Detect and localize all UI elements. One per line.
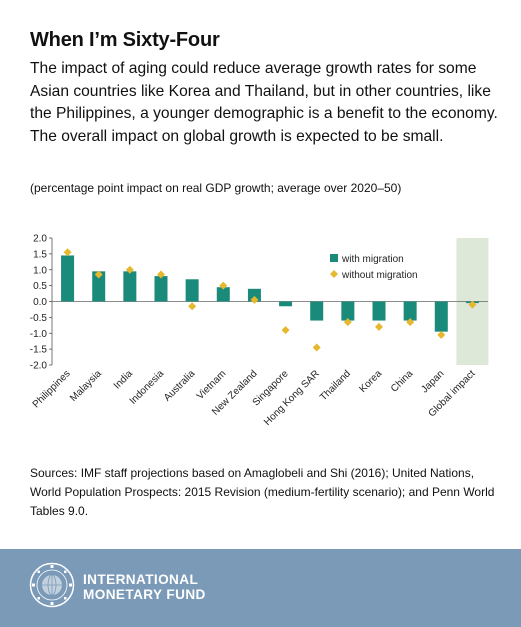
bar-new-zealand — [247, 288, 261, 302]
bar-china — [403, 301, 417, 321]
y-tick-label: 1.5 — [33, 249, 47, 260]
y-tick-label: 1.0 — [33, 265, 47, 276]
y-tick-label: -0.5 — [30, 313, 48, 324]
marker-philippines — [63, 248, 72, 257]
x-tick-label: Japan — [419, 368, 446, 395]
legend-label-with-migration: with migration — [341, 254, 404, 265]
x-tick-label: Thailand — [318, 368, 353, 403]
marker-indonesia — [157, 270, 165, 279]
marker-india — [125, 265, 134, 274]
y-tick-label: -1.5 — [30, 345, 48, 356]
bar-japan — [434, 301, 448, 332]
bar-india — [123, 271, 137, 302]
marker-hong-kong-sar — [312, 343, 321, 352]
org-name-line2: MONETARY FUND — [83, 587, 206, 602]
bar-singapore — [279, 301, 293, 307]
chart-units-note: (percentage point impact on real GDP gro… — [30, 181, 402, 195]
imf-footer-banner: INTERNATIONAL MONETARY FUND — [0, 549, 521, 627]
y-tick-label: -1.0 — [30, 329, 48, 340]
marker-japan — [437, 330, 446, 339]
x-tick-label: Australia — [162, 368, 198, 404]
bar-indonesia — [154, 276, 168, 302]
bar-hong-kong-sar — [310, 301, 324, 321]
legend-label-without-migration: without migration — [341, 270, 418, 281]
y-tick-label: 0.0 — [33, 297, 47, 308]
x-tick-label: Hong Kong SAR — [262, 368, 322, 428]
chart-title: When I’m Sixty-Four — [30, 29, 220, 51]
marker-singapore — [281, 326, 290, 335]
x-tick-label: Malaysia — [68, 368, 104, 404]
marker-malaysia — [94, 270, 103, 279]
marker-thailand — [343, 318, 352, 327]
x-tick-label: Philippines — [31, 368, 73, 410]
marker-vietnam — [219, 281, 228, 290]
marker-australia — [188, 302, 197, 311]
legend-swatch-without-migration — [330, 270, 338, 278]
bar-thailand — [341, 301, 355, 321]
org-name-line1: INTERNATIONAL — [83, 572, 199, 587]
x-tick-label: India — [112, 368, 135, 391]
x-tick-label: Indonesia — [128, 368, 167, 407]
y-tick-label: 0.5 — [33, 281, 47, 292]
y-tick-label: -2.0 — [30, 361, 48, 372]
bar-malaysia — [92, 271, 106, 302]
imf-wordmark: INTERNATIONAL MONETARY FUND — [83, 572, 206, 602]
marker-global-impact — [468, 300, 477, 309]
legend-swatch-with-migration — [330, 254, 338, 262]
marker-korea — [375, 322, 383, 331]
marker-new-zealand — [250, 295, 259, 304]
bar-chart: 2.0 1.5 1.0 0.5 0.0 -0.5 -1.0 -1.5 -2.0Philippin… — [30, 234, 489, 428]
x-tick-label: China — [389, 368, 416, 395]
marker-china — [406, 318, 415, 327]
bar-philippines — [61, 255, 75, 302]
sources-note: Sources: IMF staff projections based on … — [30, 466, 495, 518]
bar-australia — [185, 279, 199, 302]
chart-subtitle: The impact of aging could reduce average… — [30, 60, 498, 145]
imf-seal-icon — [29, 562, 75, 608]
x-tick-label: Korea — [357, 368, 384, 395]
y-tick-label: 2.0 — [33, 234, 47, 245]
bar-vietnam — [216, 287, 230, 302]
bar-korea — [372, 301, 386, 321]
